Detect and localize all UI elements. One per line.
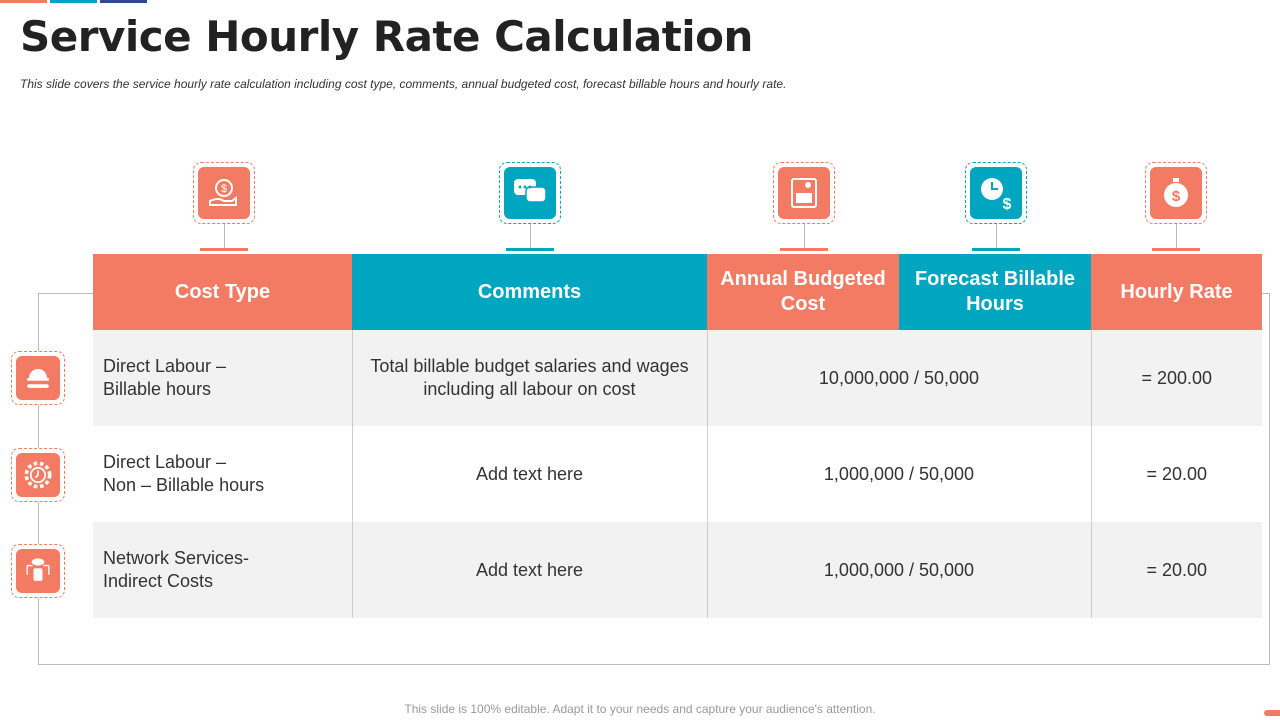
money-bag-hand-icon: $	[198, 167, 250, 219]
accent-pill	[1264, 710, 1280, 716]
accent-bar-teal	[50, 0, 97, 3]
rate-cell: = 200.00	[1090, 330, 1262, 426]
rate-cell: = 20.00	[1090, 426, 1262, 522]
icon-underline	[1152, 248, 1200, 251]
table-row: Direct Labour – Non – Billable hours Add …	[93, 426, 1262, 522]
chat-bubbles-icon	[504, 167, 556, 219]
gear-clock-icon	[16, 453, 60, 497]
subtitle: This slide covers the service hourly rat…	[20, 77, 787, 91]
svg-text:$: $	[1003, 196, 1012, 213]
stopwatch-dollar-icon: $	[1150, 167, 1202, 219]
icon-stem	[530, 224, 531, 249]
icon-underline	[972, 248, 1020, 251]
row-icon-3	[11, 544, 65, 598]
col-hourly-rate: Hourly Rate	[1091, 254, 1262, 330]
col-annual-budgeted-cost: Annual Budgeted Cost	[707, 254, 899, 330]
icon-stem	[996, 224, 997, 249]
svg-text:$: $	[221, 183, 227, 195]
cloud-database-icon	[16, 549, 60, 593]
clock-dollar-icon: $	[970, 167, 1022, 219]
header-icon-1: $	[193, 162, 255, 224]
row-icon-2	[11, 448, 65, 502]
rate-table: Cost Type Comments Annual Budgeted Cost …	[93, 254, 1262, 618]
cost-type-cell: Direct Labour – Billable hours	[93, 330, 352, 426]
icon-underline	[780, 248, 828, 251]
rate-cell: = 20.00	[1090, 522, 1262, 618]
cost-type-cell: Network Services- Indirect Costs	[93, 522, 352, 618]
header-icon-4: $	[965, 162, 1027, 224]
icon-underline	[506, 248, 554, 251]
icon-underline	[200, 248, 248, 251]
table-row: Direct Labour – Billable hours Total bill…	[93, 330, 1262, 426]
helmet-wrench-icon	[16, 356, 60, 400]
calc-cell: 10,000,000 / 50,000	[706, 330, 1091, 426]
svg-text:$: $	[1172, 188, 1181, 205]
header-icon-5: $	[1145, 162, 1207, 224]
icon-stem	[804, 224, 805, 249]
accent-bar-orange	[0, 0, 47, 3]
calc-cell: 1,000,000 / 50,000	[706, 426, 1091, 522]
table-row: Network Services- Indirect Costs Add text…	[93, 522, 1262, 618]
col-comments: Comments	[352, 254, 707, 330]
icon-stem	[1176, 224, 1177, 249]
footer-note: This slide is 100% editable. Adapt it to…	[404, 702, 876, 716]
header-icon-3	[773, 162, 835, 224]
col-forecast-billable-hours: Forecast Billable Hours	[899, 254, 1091, 330]
comments-cell: Add text here	[351, 522, 707, 618]
col-cost-type: Cost Type	[93, 254, 352, 330]
icon-stem	[224, 224, 225, 249]
comments-cell: Total billable budget salaries and wages…	[351, 330, 707, 426]
accent-bar-navy	[100, 0, 147, 3]
comments-cell: Add text here	[351, 426, 707, 522]
row-icon-1	[11, 351, 65, 405]
header-icon-2	[499, 162, 561, 224]
page-title: Service Hourly Rate Calculation	[20, 12, 753, 61]
cost-type-cell: Direct Labour – Non – Billable hours	[103, 452, 265, 495]
calculator-invoice-icon	[778, 167, 830, 219]
calc-cell: 1,000,000 / 50,000	[706, 522, 1091, 618]
